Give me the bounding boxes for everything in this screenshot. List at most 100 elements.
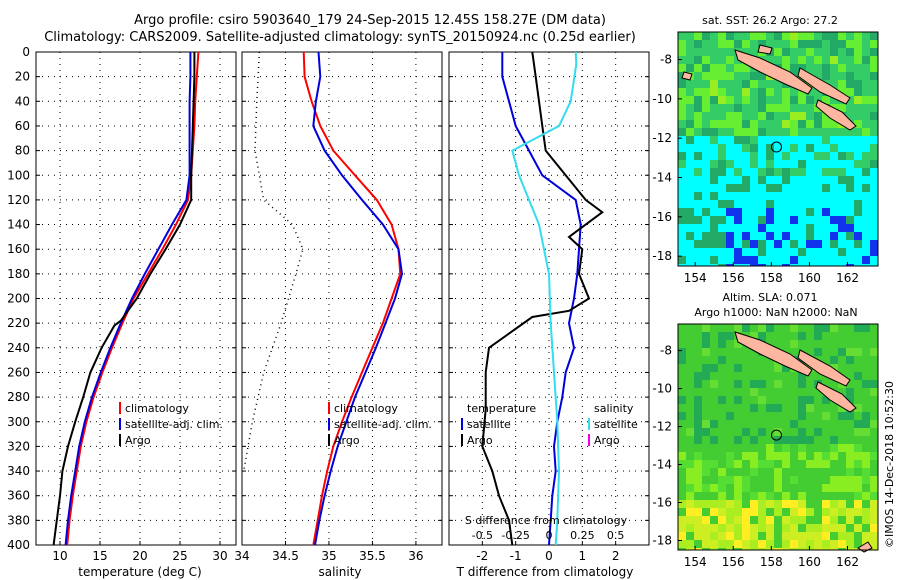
map-cell bbox=[822, 548, 830, 550]
map-cell bbox=[750, 208, 758, 216]
map-cell bbox=[734, 240, 742, 248]
map-cell bbox=[838, 200, 846, 208]
map-cell bbox=[726, 112, 734, 120]
map-cell bbox=[790, 324, 798, 332]
map-cell bbox=[870, 524, 878, 532]
map-cell bbox=[750, 256, 758, 264]
map-cell bbox=[790, 112, 798, 120]
map-cell bbox=[694, 452, 702, 460]
map-cell bbox=[702, 372, 710, 380]
map-cell bbox=[838, 160, 846, 168]
map-cell bbox=[758, 144, 766, 152]
map-cell bbox=[782, 176, 790, 184]
map-cell bbox=[846, 468, 854, 476]
map-cell bbox=[694, 484, 702, 492]
map-cell bbox=[798, 136, 806, 144]
map-cell bbox=[790, 524, 798, 532]
map-cell bbox=[766, 104, 774, 112]
map-cell bbox=[814, 168, 822, 176]
map-cell bbox=[854, 176, 862, 184]
map-cell bbox=[734, 364, 742, 372]
map-cell bbox=[774, 152, 782, 160]
map-cell bbox=[838, 232, 846, 240]
map-cell bbox=[678, 136, 686, 144]
map-cell bbox=[822, 256, 830, 264]
map-cell bbox=[710, 240, 718, 248]
map-cell bbox=[710, 380, 718, 388]
map-cell bbox=[766, 248, 774, 256]
depth-tick-label: 200 bbox=[7, 292, 30, 306]
map-cell bbox=[862, 176, 870, 184]
map-cell bbox=[734, 40, 742, 48]
map-cell bbox=[830, 232, 838, 240]
map-cell bbox=[678, 356, 686, 364]
map-cell bbox=[726, 200, 734, 208]
temperature-panel: 10 15 20 25 30 bbox=[35, 51, 237, 563]
map-cell bbox=[758, 40, 766, 48]
map-cell bbox=[838, 484, 846, 492]
map-cell bbox=[806, 248, 814, 256]
map-cell bbox=[750, 224, 758, 232]
map-cell bbox=[726, 168, 734, 176]
map-cell bbox=[774, 216, 782, 224]
map-cell bbox=[830, 248, 838, 256]
map-cell bbox=[870, 452, 878, 460]
map-cell bbox=[734, 492, 742, 500]
map-cell bbox=[702, 248, 710, 256]
map-cell bbox=[750, 436, 758, 444]
map-cell bbox=[854, 508, 862, 516]
map-cell bbox=[830, 200, 838, 208]
map-cell bbox=[782, 524, 790, 532]
map-cell bbox=[710, 224, 718, 232]
map-cell bbox=[798, 232, 806, 240]
map-cell bbox=[782, 460, 790, 468]
map-cell bbox=[870, 508, 878, 516]
map-cell bbox=[702, 32, 710, 40]
map-cell bbox=[734, 540, 742, 548]
map-cell bbox=[766, 152, 774, 160]
map-cell bbox=[766, 88, 774, 96]
map-cell bbox=[686, 256, 694, 264]
map-cell bbox=[838, 216, 846, 224]
map-cell bbox=[814, 232, 822, 240]
map-cell bbox=[822, 532, 830, 540]
map-cell bbox=[678, 80, 686, 88]
map-cell bbox=[702, 168, 710, 176]
map-cell bbox=[734, 324, 742, 332]
map-cell bbox=[758, 396, 766, 404]
map-cell bbox=[798, 436, 806, 444]
map-cell bbox=[742, 476, 750, 484]
x-tick-label: 2 bbox=[612, 549, 620, 563]
map-cell bbox=[742, 224, 750, 232]
map-cell bbox=[734, 216, 742, 224]
depth-tick-label: 220 bbox=[7, 316, 30, 330]
map-cell bbox=[774, 240, 782, 248]
map-cell bbox=[782, 364, 790, 372]
map-cell bbox=[790, 216, 798, 224]
depth-tick-label: 280 bbox=[7, 390, 30, 404]
map-cell bbox=[838, 248, 846, 256]
map-cell bbox=[790, 256, 798, 264]
map-cell bbox=[806, 264, 814, 266]
map-cell bbox=[678, 104, 686, 112]
map-cell bbox=[678, 192, 686, 200]
map-cell bbox=[862, 380, 870, 388]
map-cell bbox=[846, 248, 854, 256]
map-cell bbox=[854, 476, 862, 484]
map-cell bbox=[686, 248, 694, 256]
series-line-climatology bbox=[66, 51, 200, 546]
map-cell bbox=[750, 388, 758, 396]
map-cell bbox=[710, 72, 718, 80]
map-cell bbox=[678, 96, 686, 104]
map-cell bbox=[830, 160, 838, 168]
map-cell bbox=[774, 508, 782, 516]
map-cell bbox=[846, 176, 854, 184]
map-cell bbox=[718, 492, 726, 500]
map-cell bbox=[782, 224, 790, 232]
map-cell bbox=[774, 104, 782, 112]
map-cell bbox=[774, 256, 782, 264]
map-cell bbox=[718, 168, 726, 176]
map-cell bbox=[806, 224, 814, 232]
map-cell bbox=[822, 72, 830, 80]
map-cell bbox=[702, 216, 710, 224]
